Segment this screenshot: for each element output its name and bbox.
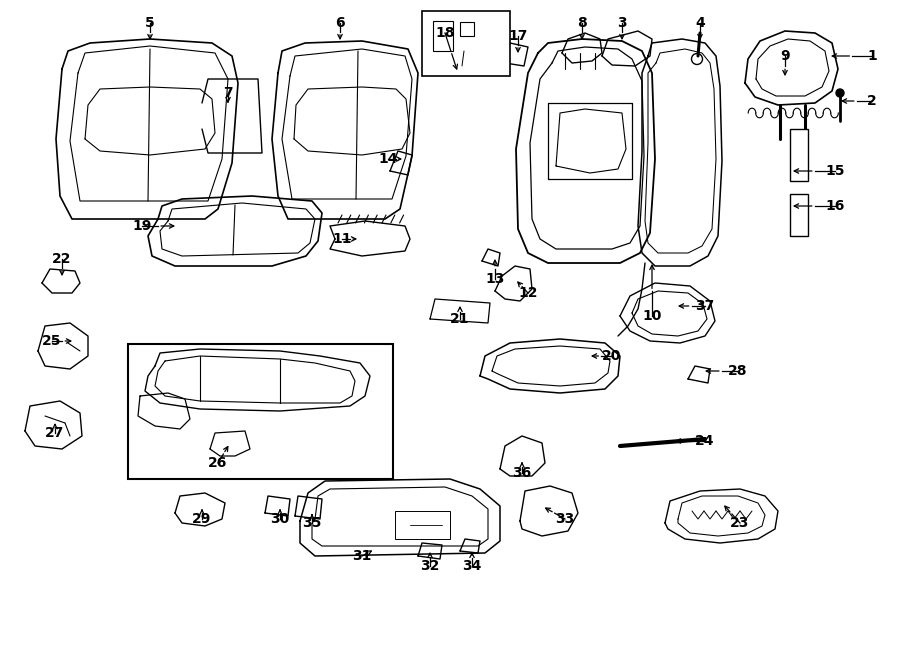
Text: 24: 24 bbox=[695, 434, 715, 448]
Bar bbox=[433, 21, 453, 51]
Text: 29: 29 bbox=[193, 512, 212, 526]
Text: 4: 4 bbox=[695, 16, 705, 30]
Text: 11: 11 bbox=[332, 232, 352, 246]
Text: 14: 14 bbox=[378, 152, 398, 166]
Text: 25: 25 bbox=[42, 334, 62, 348]
Text: 31: 31 bbox=[352, 549, 372, 563]
Text: 32: 32 bbox=[420, 559, 440, 573]
Text: 10: 10 bbox=[643, 309, 662, 323]
Text: 12: 12 bbox=[518, 286, 538, 300]
Text: 21: 21 bbox=[450, 312, 470, 326]
Text: 16: 16 bbox=[825, 199, 845, 213]
Text: 5: 5 bbox=[145, 16, 155, 30]
Bar bbox=[128, 344, 393, 479]
Text: 26: 26 bbox=[208, 456, 228, 470]
Text: 18: 18 bbox=[436, 26, 454, 40]
Text: 8: 8 bbox=[577, 16, 587, 30]
Bar bbox=[422, 11, 510, 76]
Text: 13: 13 bbox=[485, 272, 505, 286]
Text: 35: 35 bbox=[302, 516, 321, 530]
Bar bbox=[790, 129, 808, 181]
Bar bbox=[790, 194, 808, 236]
Text: 19: 19 bbox=[132, 219, 152, 233]
Text: 33: 33 bbox=[555, 512, 574, 526]
Text: 20: 20 bbox=[602, 349, 622, 363]
Text: 28: 28 bbox=[728, 364, 748, 378]
Text: 9: 9 bbox=[780, 49, 790, 63]
Text: 36: 36 bbox=[512, 466, 532, 480]
Text: 27: 27 bbox=[45, 426, 65, 440]
Bar bbox=[395, 511, 450, 539]
Text: 34: 34 bbox=[463, 559, 482, 573]
Text: 6: 6 bbox=[335, 16, 345, 30]
Circle shape bbox=[836, 89, 844, 97]
Bar bbox=[460, 22, 474, 36]
Text: 2: 2 bbox=[867, 94, 877, 108]
Text: 22: 22 bbox=[52, 252, 72, 266]
Text: 17: 17 bbox=[508, 29, 527, 43]
Text: 3: 3 bbox=[617, 16, 626, 30]
Text: 7: 7 bbox=[223, 86, 233, 100]
Text: 37: 37 bbox=[696, 299, 715, 313]
Text: 1: 1 bbox=[867, 49, 877, 63]
Text: 15: 15 bbox=[825, 164, 845, 178]
Text: 30: 30 bbox=[270, 512, 290, 526]
Text: 23: 23 bbox=[730, 516, 750, 530]
